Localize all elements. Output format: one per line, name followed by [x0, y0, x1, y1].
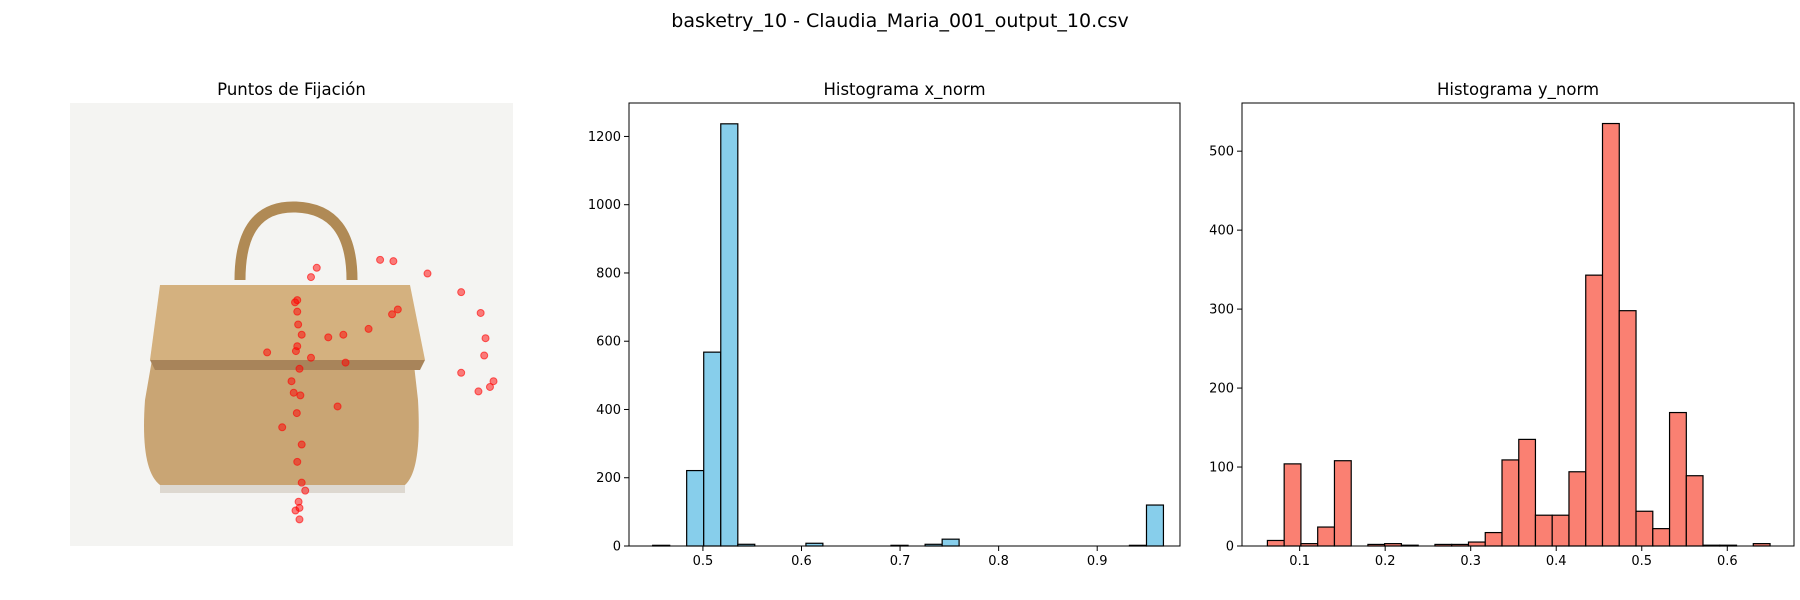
fixation-point — [295, 364, 304, 373]
figure-title: basketry_10 - Claudia_Maria_001_output_1… — [671, 10, 1128, 32]
fixation-point — [341, 358, 350, 367]
bar — [1601, 122, 1620, 547]
fixation-point — [289, 388, 298, 397]
fixation-point — [287, 377, 296, 386]
bar — [1551, 514, 1570, 547]
fixation-point — [393, 305, 402, 314]
fixation-point — [312, 263, 321, 272]
y-tick-label: 400 — [596, 403, 621, 418]
fixation-point — [297, 440, 306, 449]
bar — [1568, 471, 1587, 547]
fixation-point — [306, 273, 315, 282]
bar — [1333, 460, 1352, 547]
fixation-point — [297, 478, 306, 487]
bar — [1534, 514, 1553, 547]
y-tick-label: 400 — [1209, 224, 1234, 239]
fixation-point — [489, 377, 498, 386]
y-tick-label: 0 — [1226, 540, 1234, 555]
fixation-point — [324, 333, 333, 342]
axes-frame — [1241, 102, 1795, 547]
fixation-point — [292, 409, 301, 418]
fixation-point — [293, 307, 302, 316]
fixation-point — [301, 486, 310, 495]
bar — [1501, 459, 1520, 547]
x-tick-label: 0.3 — [1460, 554, 1481, 569]
fixation-point — [389, 257, 398, 266]
fixation-point — [306, 353, 315, 362]
fixation-point — [457, 288, 466, 297]
x-tick-label: 0.9 — [1087, 554, 1108, 569]
fixation-point — [485, 382, 494, 391]
bar — [1283, 463, 1302, 547]
fixation-point — [293, 457, 302, 466]
x-tick-label: 0.1 — [1289, 554, 1310, 569]
bar — [1266, 539, 1285, 547]
subplot-title: Puntos de Fijación — [217, 80, 366, 99]
y-tick-label: 0 — [613, 540, 621, 555]
x-tick-label: 0.6 — [1717, 554, 1738, 569]
bar — [1685, 475, 1704, 547]
fixation-point — [295, 515, 304, 524]
y-tick-label: 500 — [1209, 145, 1234, 160]
bar — [1585, 274, 1604, 547]
y-tick-label: 1200 — [588, 130, 621, 145]
fixation-point — [291, 298, 300, 307]
bar — [1317, 526, 1336, 547]
fixation-point — [339, 330, 348, 339]
bar — [941, 538, 960, 547]
fixation-point — [476, 308, 485, 317]
fixation-point — [480, 351, 489, 360]
fixation-point — [388, 310, 397, 319]
basket-image — [70, 103, 513, 546]
x-tick-label: 0.2 — [1375, 554, 1396, 569]
fixation-point — [278, 423, 287, 432]
bar — [1652, 528, 1671, 547]
fixation-point — [294, 497, 303, 506]
fixation-point — [474, 387, 483, 396]
bar — [686, 469, 705, 547]
bar — [1467, 541, 1486, 547]
y-tick-label: 1000 — [588, 198, 621, 213]
y-tick-label: 300 — [1209, 303, 1234, 318]
bar — [1518, 438, 1537, 547]
fixation-point — [481, 334, 490, 343]
axes-frame — [628, 102, 1181, 547]
fixation-point — [294, 320, 303, 329]
y-tick-label: 800 — [596, 266, 621, 281]
fixation-point — [291, 347, 300, 356]
bar — [1668, 411, 1687, 547]
x-tick-label: 0.7 — [890, 554, 911, 569]
fixation-point — [297, 330, 306, 339]
fixation-point — [263, 348, 272, 357]
bar — [1618, 310, 1637, 547]
x-tick-label: 0.4 — [1546, 554, 1567, 569]
fixation-point — [291, 506, 300, 515]
subplot-title: Histograma y_norm — [1437, 80, 1599, 100]
y-tick-label: 100 — [1209, 461, 1234, 476]
fixation-point — [376, 255, 385, 264]
x-tick-label: 0.5 — [693, 554, 714, 569]
bar — [720, 123, 739, 547]
fixation-point — [457, 368, 466, 377]
x-tick-label: 0.6 — [791, 554, 812, 569]
fixation-point — [364, 324, 373, 333]
y-tick-label: 200 — [1209, 382, 1234, 397]
bar — [1484, 531, 1503, 547]
bar — [1635, 510, 1654, 547]
x-tick-label: 0.8 — [988, 554, 1009, 569]
fixation-point — [296, 391, 305, 400]
x-tick-label: 0.5 — [1631, 554, 1652, 569]
bar — [703, 351, 722, 547]
y-tick-label: 600 — [596, 335, 621, 350]
fixation-point — [423, 269, 432, 278]
bar — [1145, 504, 1165, 547]
fixation-point — [333, 402, 342, 411]
y-tick-label: 200 — [596, 471, 621, 486]
subplot-title: Histograma x_norm — [823, 80, 985, 100]
